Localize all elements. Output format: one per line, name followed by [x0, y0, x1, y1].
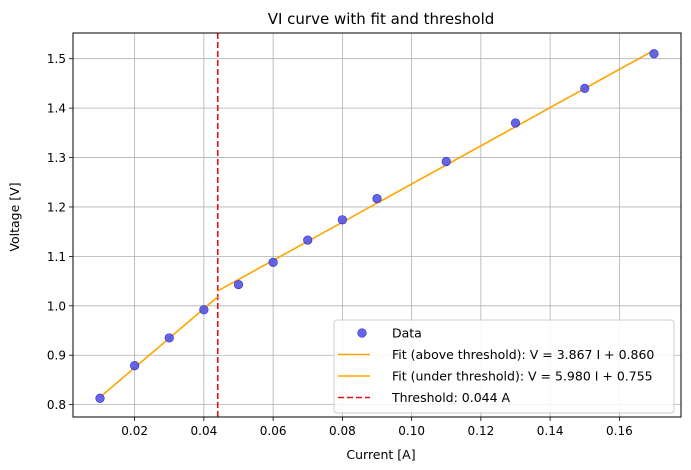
data-point — [372, 193, 382, 204]
y-tick-label: 1.0 — [47, 299, 66, 313]
legend-marker-data — [357, 328, 367, 338]
legend-label-fit-above: Fit (above threshold): V = 3.867 I + 0.8… — [392, 347, 654, 362]
data-point — [580, 83, 590, 93]
data-point — [510, 118, 521, 128]
data-point — [441, 156, 451, 167]
y-tick-label: 0.8 — [47, 398, 66, 412]
x-axis: 0.02 0.04 0.06 0.08 0.10 0.12 0.14 0.16 — [121, 417, 633, 438]
data-point — [130, 361, 140, 371]
plot-area — [72, 32, 682, 418]
legend-label-data: Data — [392, 326, 422, 341]
x-tick-label: 0.04 — [191, 424, 218, 438]
x-tick-label: 0.08 — [329, 424, 356, 438]
series-layer — [95, 33, 659, 417]
y-tick-label: 1.3 — [47, 151, 66, 165]
legend-label-threshold: Threshold: 0.044 A — [391, 390, 511, 405]
y-tick-label: 1.4 — [47, 102, 66, 116]
grid — [73, 33, 681, 417]
y-tick-label: 1.1 — [47, 250, 66, 264]
data-point — [303, 235, 313, 245]
axes-frame — [72, 32, 682, 418]
x-tick-label: 0.12 — [468, 424, 495, 438]
fit-under-line — [99, 296, 219, 398]
data-point — [268, 257, 278, 267]
chart-title: VI curve with fit and threshold — [268, 10, 495, 28]
legend-box — [333, 319, 675, 414]
x-axis-label: Current [A] — [346, 447, 415, 462]
x-tick-label: 0.06 — [260, 424, 287, 438]
data-point — [337, 215, 347, 225]
y-tick-label: 1.5 — [47, 52, 66, 66]
y-tick-label: 1.2 — [47, 200, 66, 214]
x-tick-label: 0.02 — [121, 424, 148, 438]
legend: Data Fit (above threshold): V = 3.867 I … — [333, 319, 675, 414]
y-axis: 0.8 0.9 1.0 1.1 1.2 1.3 1.4 1.5 — [47, 52, 73, 412]
legend-label-fit-under: Fit (under threshold): V = 5.980 I + 0.7… — [392, 369, 653, 384]
data-point — [199, 305, 209, 315]
data-point — [95, 393, 105, 403]
y-axis-label: Voltage [V] — [7, 182, 22, 251]
data-point — [164, 333, 174, 343]
x-tick-label: 0.10 — [398, 424, 425, 438]
x-tick-label: 0.14 — [537, 424, 564, 438]
data-point — [233, 279, 244, 290]
data-point — [649, 49, 659, 59]
y-tick-label: 0.9 — [47, 349, 66, 363]
x-tick-label: 0.16 — [606, 424, 633, 438]
